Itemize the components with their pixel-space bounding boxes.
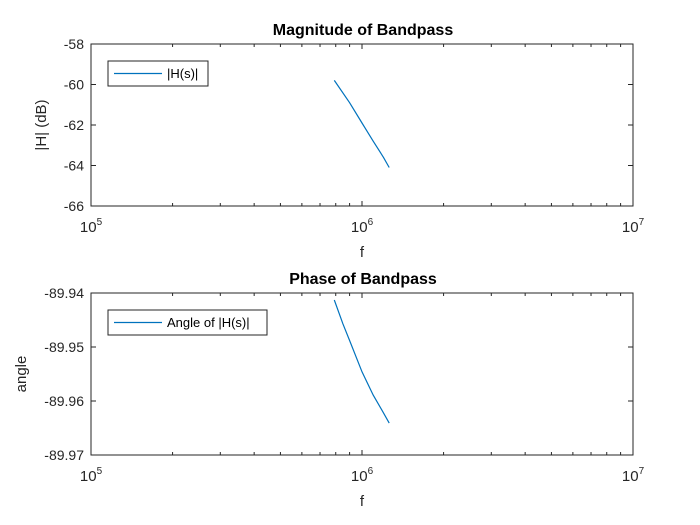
phase-y-tick-labels: -89.97 -89.96 -89.95 -89.94 (44, 285, 84, 463)
magnitude-legend: |H(s)| (107, 60, 209, 87)
phase-x-tick-label: 106 (351, 466, 374, 485)
phase-legend-label: Angle of |H(s)| (167, 315, 250, 330)
phase-title: Phase of Bandpass (289, 271, 437, 288)
phase-ticks (90, 292, 634, 456)
magnitude-y-tick-label: -66 (64, 198, 84, 214)
phase-y-tick-label: -89.94 (44, 285, 84, 301)
phase-y-tick-label: -89.95 (44, 339, 84, 355)
phase-series-line (333, 299, 390, 424)
phase-y-tick-label: -89.96 (44, 393, 84, 409)
phase-x-axis-label: f (360, 493, 365, 510)
magnitude-series-line (333, 80, 390, 168)
phase-x-tick-label: 105 (80, 466, 103, 485)
magnitude-x-axis-label: f (360, 244, 365, 261)
phase-panel: Phase of Bandpass -89.97-89.96-89.95-89.… (13, 271, 645, 510)
magnitude-y-axis-label: |H| (dB) (33, 99, 50, 150)
magnitude-title: Magnitude of Bandpass (273, 22, 454, 39)
magnitude-panel: Magnitude of Bandpass -66 -64 -62 -60 -58 10… (33, 22, 645, 261)
magnitude-legend-label: |H(s)| (167, 66, 198, 81)
phase-legend: Angle of |H(s)| (107, 309, 268, 336)
phase-y-axis-label: angle (13, 356, 30, 393)
magnitude-y-tick-label: -62 (64, 117, 84, 133)
phase-x-tick-label: 107 (622, 466, 645, 485)
magnitude-y-tick-label: -58 (64, 36, 84, 52)
phase-x-tick-labels: 105 106 107 (80, 466, 645, 485)
phase-y-tick-label: -89.97 (44, 447, 84, 463)
magnitude-ticks (90, 43, 634, 207)
magnitude-y-tick-labels: -66 -64 -62 -60 -58 (64, 36, 84, 214)
magnitude-x-tick-labels: 105 106 107 (80, 217, 645, 236)
magnitude-x-tick-label: 106 (351, 217, 374, 236)
magnitude-x-tick-label: 105 (80, 217, 103, 236)
magnitude-x-tick-label: 107 (622, 217, 645, 236)
magnitude-y-tick-label: -64 (64, 158, 84, 174)
magnitude-y-tick-label: -60 (64, 77, 84, 93)
